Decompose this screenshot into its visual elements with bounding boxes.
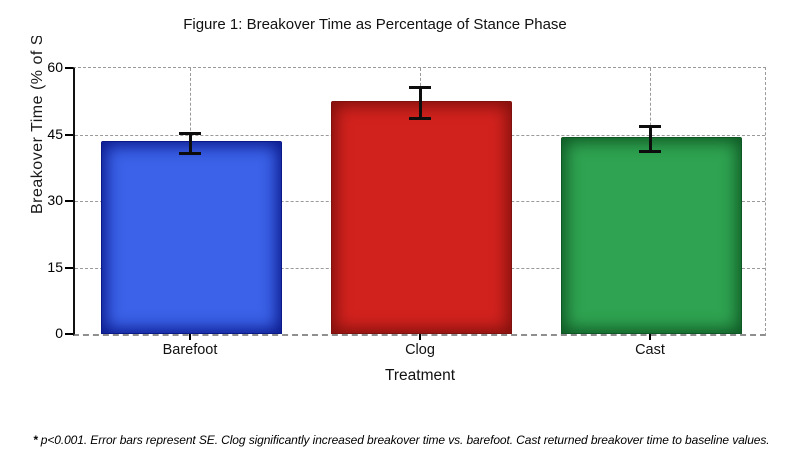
error-bar-cap-top <box>409 86 431 90</box>
x-axis-tick <box>189 334 191 340</box>
error-bar-cap-bottom <box>639 150 661 154</box>
y-axis-tick <box>65 200 73 202</box>
y-axis-tick-label: 30 <box>47 192 63 208</box>
y-axis-tick <box>65 266 73 269</box>
error-bar-stem <box>648 126 652 152</box>
y-axis-tick-label: 0 <box>55 325 63 341</box>
error-bar-cap-bottom <box>409 117 431 121</box>
y-axis-tick <box>65 133 73 136</box>
footnote-text: p<0.001. Error bars represent SE. Clog s… <box>37 433 770 447</box>
footnote-asterisk: * <box>33 433 38 447</box>
error-bar-stem <box>418 87 422 119</box>
x-axis-tick <box>649 334 651 340</box>
bar-cast <box>560 136 742 334</box>
plot-area: Treatment 0 15 30 45 60 Barefoot Clog Cast <box>47 59 766 384</box>
y-axis-tick-label: 60 <box>47 59 63 75</box>
y-axis-tick-label: 45 <box>47 125 63 142</box>
x-axis-label: Treatment <box>384 367 456 384</box>
bar-barefoot <box>100 141 282 334</box>
x-axis-tick <box>419 334 421 340</box>
x-axis-category-label: Cast <box>635 342 665 358</box>
figure-footnote: * p<0.001. Error bars represent SE. Clog… <box>33 433 793 447</box>
chart-title: Figure 1: Breakover Time as Percentage o… <box>183 16 567 33</box>
x-axis-category-label: Clog <box>405 342 435 358</box>
x-axis-category-label: Barefoot <box>162 342 218 358</box>
y-axis-tick <box>65 67 73 69</box>
y-axis-tick-label: 15 <box>47 258 63 275</box>
y-axis-tick <box>65 333 73 335</box>
bar-clog <box>330 101 512 334</box>
error-bar-stem <box>188 133 192 154</box>
error-bar-cap-top <box>639 124 661 128</box>
error-bar-cap-bottom <box>179 151 201 155</box>
error-bar-cap-top <box>179 132 201 136</box>
